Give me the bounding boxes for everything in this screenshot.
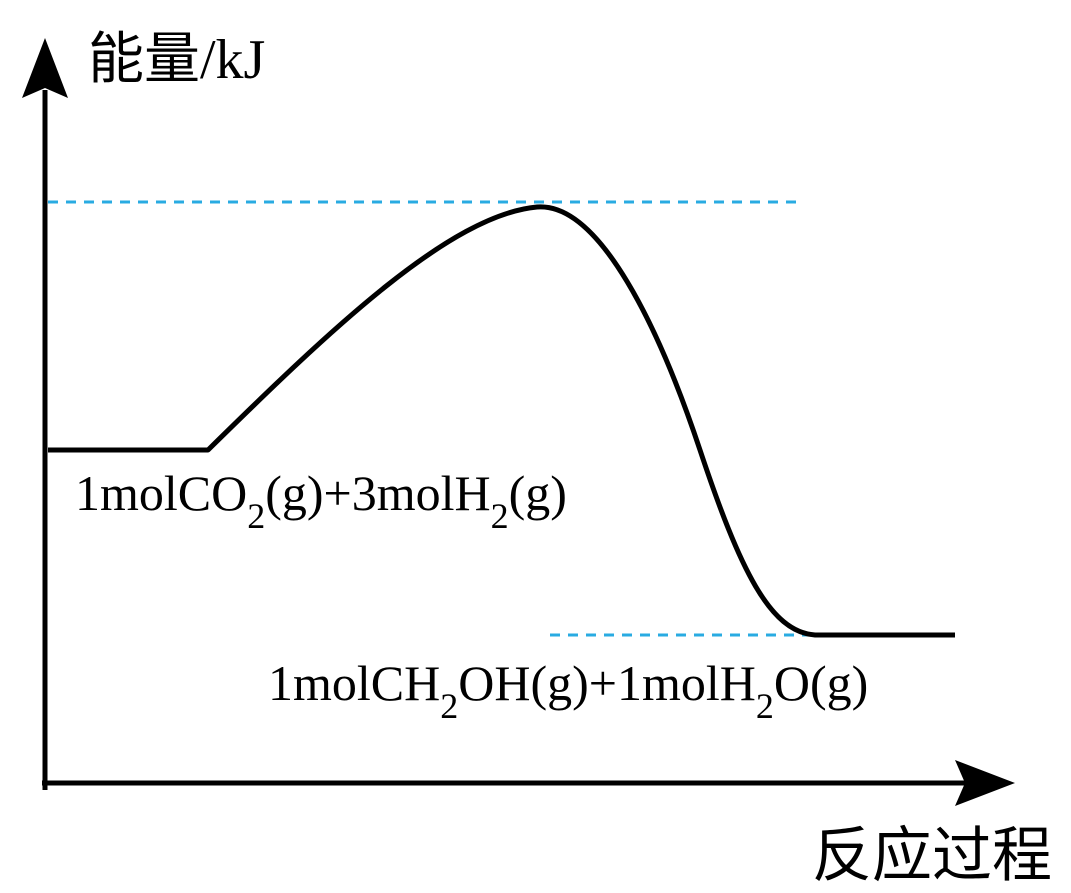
formula-text: (g)+3molH: [265, 465, 490, 521]
subscript: 2: [440, 686, 458, 726]
formula-text: 1molCH: [268, 655, 440, 711]
energy-curve: [48, 204, 955, 638]
formula-text: (g): [509, 465, 567, 521]
x-axis-arrow: [955, 760, 1015, 806]
products-label: 1molCH2OH(g)+1molH2O(g): [268, 655, 868, 726]
subscript: 2: [756, 686, 774, 726]
formula-text: OH(g)+1molH: [458, 655, 756, 711]
x-axis-label: 反应过程: [812, 823, 1052, 889]
subscript: 2: [247, 496, 265, 536]
y-axis-arrow: [22, 38, 68, 98]
y-axis-label: 能量/kJ: [88, 29, 265, 91]
formula-text: O(g): [774, 655, 868, 711]
formula-text: 1molCO: [75, 465, 247, 521]
reactants-label: 1molCO2(g)+3molH2(g): [75, 465, 567, 536]
subscript: 2: [491, 496, 509, 536]
